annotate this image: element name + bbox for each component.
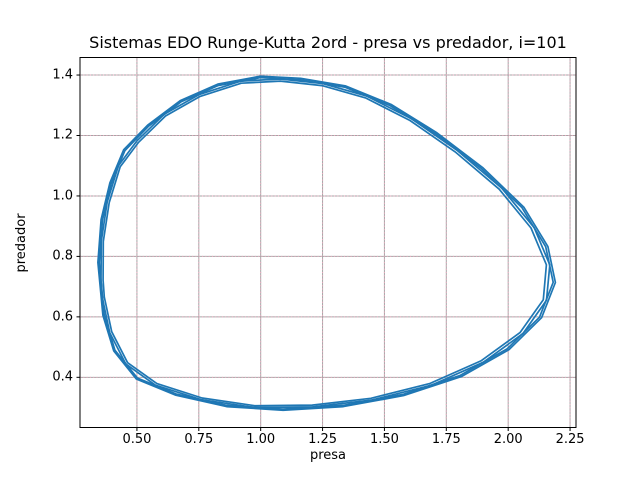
y-tick-label: 1.2 xyxy=(52,127,73,143)
y-tick-label: 1.0 xyxy=(52,188,73,204)
y-tick-label: 1.4 xyxy=(52,67,73,83)
x-tick-label: 1.75 xyxy=(431,432,461,447)
x-tick-label: 1.00 xyxy=(246,432,276,447)
trajectory-line xyxy=(100,78,551,409)
y-tick-label: 0.6 xyxy=(52,309,73,325)
y-axis-label: predador xyxy=(14,213,29,273)
y-tick-label: 0.4 xyxy=(52,369,73,385)
trajectory-line xyxy=(98,76,555,410)
y-tick-label: 0.8 xyxy=(52,248,73,264)
x-axis-label: presa xyxy=(309,448,347,463)
x-tick-label: 2.25 xyxy=(555,432,585,447)
x-tick-label: 1.25 xyxy=(308,432,338,447)
x-tick-label: 0.75 xyxy=(184,432,214,447)
chart-title: Sistemas EDO Runge-Kutta 2ord - presa vs… xyxy=(89,33,567,52)
axes-spines xyxy=(79,57,577,428)
x-tick-label: 0.50 xyxy=(122,432,152,447)
trajectory-line xyxy=(97,75,557,412)
x-tick-label: 1.50 xyxy=(369,432,399,447)
trajectory-line xyxy=(102,80,548,407)
x-tick-label: 2.00 xyxy=(493,432,523,447)
